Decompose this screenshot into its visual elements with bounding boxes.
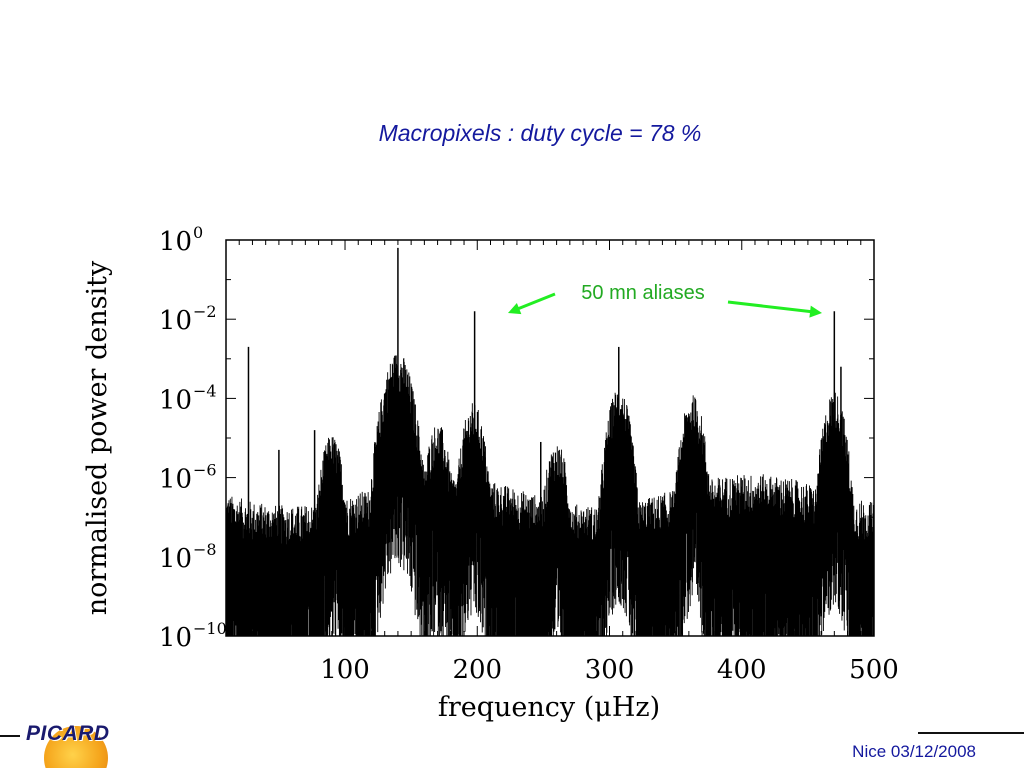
y-tick-label: 10 [159, 544, 192, 574]
picard-logo: PICARD [26, 718, 146, 768]
footer-date: Nice 03/12/2008 [852, 742, 976, 761]
y-tick-exponent: −2 [193, 302, 217, 321]
x-axis-label: frequency (μHz) [438, 692, 660, 723]
spectrum-noise [225, 355, 875, 636]
y-tick-exponent: −4 [193, 381, 217, 400]
axis-ticks [225, 239, 875, 637]
y-tick-label: 10 [159, 623, 192, 653]
logo-text: PICARD [26, 722, 110, 745]
footer-rule-left [0, 735, 20, 737]
y-tick-exponent: −10 [193, 619, 227, 638]
y-tick-label: 10 [159, 227, 192, 257]
y-axis-label: normalised power density [82, 260, 113, 615]
x-tick-label: 300 [585, 655, 635, 685]
footer-rule-right [918, 732, 1024, 734]
y-tick-exponent: 0 [193, 223, 203, 242]
x-tick-label: 500 [849, 655, 899, 685]
y-tick-exponent: −6 [193, 461, 217, 480]
x-tick-label: 100 [320, 655, 370, 685]
y-tick-label: 10 [159, 465, 192, 495]
x-tick-label: 200 [452, 655, 502, 685]
y-tick-label: 10 [159, 385, 192, 415]
alias-arrow-left [514, 292, 556, 312]
alias-annotation-label: 50 mn aliases [581, 282, 704, 304]
spectrum-trace [225, 247, 875, 636]
alias-arrow-left-head [508, 302, 522, 315]
y-tick-exponent: −8 [193, 540, 217, 559]
alias-arrow-right [727, 300, 815, 314]
alias-arrow-right-head [809, 305, 822, 318]
x-tick-label: 400 [717, 655, 767, 685]
slide-title: Macropixels : duty cycle = 78 % [378, 120, 702, 146]
alias-annotation: 50 mn aliases [508, 282, 822, 318]
y-tick-label: 10 [159, 306, 192, 336]
